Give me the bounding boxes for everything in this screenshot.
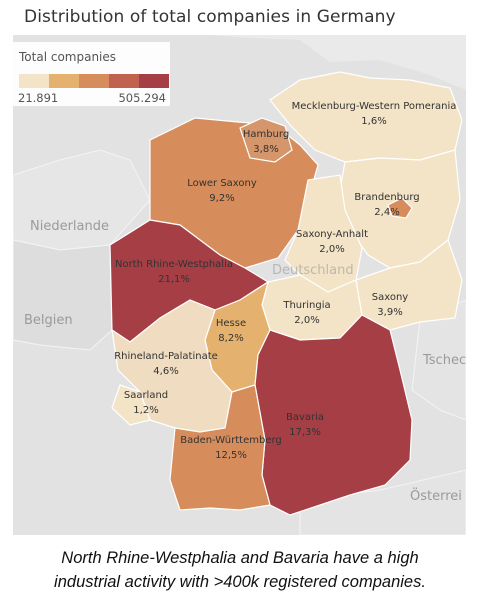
legend-color-scale [19, 74, 169, 88]
legend-min-value: 21.891 [18, 91, 59, 105]
label-austria: Österrei [410, 487, 462, 504]
sea-area [13, 35, 466, 90]
label-brandenburg-value: 2,4% [374, 207, 399, 218]
label-hesse-value: 8,2% [218, 333, 243, 344]
label-nrw-name: North Rhine-Westphalia [115, 259, 233, 270]
label-belgium: Belgien [24, 313, 73, 328]
label-rhineland-palatinate-name: Rhineland-Palatinate [114, 351, 218, 362]
label-saxony-value: 3,9% [377, 307, 402, 318]
label-bavaria-name: Bavaria [286, 412, 324, 423]
label-baden-wurttemberg-name: Baden-Württemberg [180, 435, 282, 446]
label-brandenburg-name: Brandenburg [354, 192, 419, 203]
label-netherlands: Niederlande [30, 219, 109, 234]
legend-swatch [79, 74, 109, 88]
legend-swatch [139, 74, 169, 88]
label-nrw-value: 21,1% [158, 274, 190, 285]
label-saxony-anhalt-value: 2,0% [319, 244, 344, 255]
label-saxony-name: Saxony [372, 292, 409, 303]
label-lower-saxony-name: Lower Saxony [187, 178, 257, 189]
label-lower-saxony-value: 9,2% [209, 193, 234, 204]
label-mecklenburg-name: Mecklenburg-Western Pomerania [292, 101, 457, 112]
label-czech: Tschech Rep [422, 353, 466, 368]
label-saarland-name: Saarland [124, 390, 168, 401]
region-labels: Mecklenburg-Western Pomerania 1,6% Hambu… [114, 101, 456, 461]
label-saxony-anhalt-name: Saxony-Anhalt [296, 229, 368, 240]
legend-max-value: 505.294 [118, 91, 166, 105]
region-berlin[interactable] [387, 197, 413, 219]
label-hesse-name: Hesse [216, 318, 246, 329]
label-hamburg-name: Hamburg [243, 129, 289, 140]
map-canvas[interactable]: Niederlande Belgien Tschech Rep Österrei… [13, 35, 466, 535]
map-title: Distribution of total companies in Germa… [24, 7, 396, 27]
label-germany-watermark: Deutschland [272, 263, 354, 278]
caption-line-2: industrial activity with >400k registere… [54, 573, 426, 591]
label-thuringia-value: 2,0% [294, 315, 319, 326]
label-mecklenburg-value: 1,6% [361, 116, 386, 127]
label-saarland-value: 1,2% [133, 405, 158, 416]
choropleth-map[interactable]: Niederlande Belgien Tschech Rep Österrei… [13, 35, 466, 535]
label-thuringia-name: Thuringia [282, 300, 330, 311]
caption-line-1: North Rhine-Westphalia and Bavaria have … [61, 549, 419, 567]
country-belgium [13, 239, 113, 351]
color-legend: Total companies 21.891 505.294 [13, 42, 170, 106]
legend-swatch [19, 74, 49, 88]
caption: North Rhine-Westphalia and Bavaria have … [0, 546, 480, 594]
label-rhineland-palatinate-value: 4,6% [153, 366, 178, 377]
legend-swatch [109, 74, 139, 88]
label-bavaria-value: 17,3% [289, 427, 321, 438]
region-saarland[interactable] [111, 384, 151, 426]
country-austria [299, 469, 466, 535]
region-baden-wurttemberg[interactable] [169, 384, 271, 511]
region-mecklenburg-western-pomerania[interactable] [269, 71, 463, 163]
legend-swatch [49, 74, 79, 88]
country-czech [411, 299, 466, 421]
legend-title: Total companies [19, 50, 117, 64]
label-hamburg-value: 3,8% [253, 144, 278, 155]
label-baden-wurttemberg-value: 12,5% [215, 450, 247, 461]
region-hamburg[interactable] [239, 117, 293, 163]
